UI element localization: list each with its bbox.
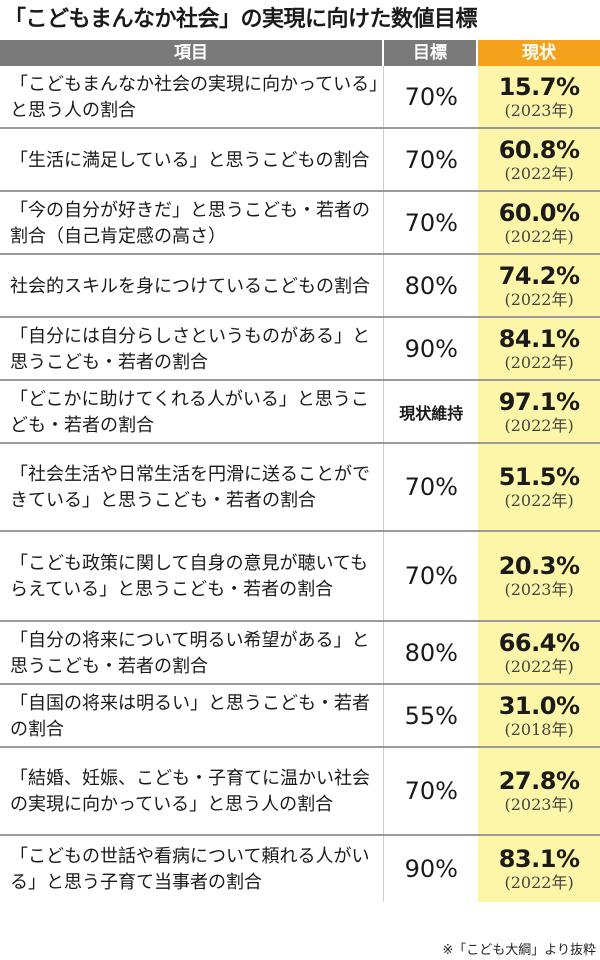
header-goal: 目標 [384,40,478,66]
table-row: 「自分の将来について明るい希望がある」と思うこども・若者の割合 80% 66.4… [0,622,600,685]
header-current: 現状 [478,40,600,66]
row-item: 「社会生活や日常生活を円滑に送ることができている」と思うこども・若者の割合 [10,464,370,511]
current-year: (2018年) [504,719,574,739]
current-percent: 27.8% [498,767,580,795]
row-goal: 80% [383,255,478,316]
current-year: (2022年) [504,163,574,183]
row-goal: 80% [383,622,478,683]
row-item: 「自分には自分らしさというものがある」と思うこども・若者の割合 [10,325,370,373]
table-row: 「こどもの世話や看病について頼れる人がいる」と思う子育て当事者の割合 90% 8… [0,836,600,902]
row-current: 84.1% (2022年) [478,318,600,379]
row-item: 「こどもの世話や看病について頼れる人がいる」と思う子育て当事者の割合 [10,846,370,893]
table-row: 「どこかに助けてくれる人がいる」と思うこども・若者の割合 現状維持 97.1% … [0,381,600,444]
row-item: 「自国の将来は明るい」と思うこども・若者の割合 [10,692,370,740]
current-year: (2023年) [504,580,574,599]
row-item: 「どこかに助けてくれる人がいる」と思うこども・若者の割合 [10,388,369,436]
row-goal: 現状維持 [383,381,478,442]
row-goal: 55% [383,685,478,746]
table-row: 「自分には自分らしさというものがある」と思うこども・若者の割合 90% 84.1… [0,318,600,381]
page-title: 「こどもまんなか社会」の実現に向けた数値目標 [4,7,478,32]
current-percent: 97.1% [498,387,580,416]
current-year: (2022年) [504,289,574,309]
current-year: (2022年) [504,656,574,676]
header-item: 項目 [0,40,384,66]
row-goal: 70% [383,444,478,530]
table-row: 「今の自分が好きだ」と思うこども・若者の割合（自己肯定感の高さ） 70% 60.… [0,192,600,255]
current-year: (2022年) [504,491,574,510]
current-percent: 60.0% [498,198,580,227]
table-row: 社会的スキルを身につけているこどもの割合 80% 74.2% (2022年) [0,255,600,318]
current-percent: 84.1% [498,324,580,353]
source-note: ※「こども大綱」より抜粋 [442,943,596,958]
current-percent: 15.7% [498,72,580,101]
current-percent: 51.5% [498,463,580,491]
row-item: 「こども政策に関して自身の意見が聴いてもらえている」と思うこども・若者の割合 [10,553,369,600]
current-year: (2023年) [504,100,574,120]
table-header: 項目 目標 現状 [0,40,600,66]
row-goal: 70% [383,748,478,834]
current-percent: 74.2% [498,261,580,290]
row-current: 60.8% (2022年) [478,129,600,190]
row-goal: 70% [383,66,478,127]
row-current: 20.3% (2023年) [478,532,600,620]
table-row: 「社会生活や日常生活を円滑に送ることができている」と思うこども・若者の割合 70… [0,444,600,532]
row-current: 74.2% (2022年) [478,255,600,316]
row-goal: 90% [383,318,478,379]
current-year: (2022年) [504,873,574,892]
row-current: 15.7% (2023年) [478,66,600,127]
current-year: (2022年) [504,415,574,435]
current-year: (2022年) [504,352,574,372]
current-percent: 83.1% [498,845,580,873]
row-current: 66.4% (2022年) [478,622,600,683]
row-goal: 70% [383,192,478,253]
current-percent: 31.0% [498,691,580,720]
current-percent: 20.3% [498,552,580,580]
current-year: (2023年) [504,795,574,814]
row-goal: 70% [383,129,478,190]
row-current: 83.1% (2022年) [478,836,600,902]
row-item: 社会的スキルを身につけているこどもの割合 [10,275,370,297]
row-item: 「生活に満足している」と思うこどもの割合 [10,149,370,171]
table-row: 「こども政策に関して自身の意見が聴いてもらえている」と思うこども・若者の割合 7… [0,532,600,622]
row-goal: 70% [383,532,478,620]
row-item: 「自分の将来について明るい希望がある」と思うこども・若者の割合 [10,629,370,677]
table-row: 「自国の将来は明るい」と思うこども・若者の割合 55% 31.0% (2018年… [0,685,600,748]
row-item: 「今の自分が好きだ」と思うこども・若者の割合（自己肯定感の高さ） [10,199,370,247]
row-current: 27.8% (2023年) [478,748,600,834]
row-current: 31.0% (2018年) [478,685,600,746]
row-item: 「こどもまんなか社会の実現に向かっている」と思う人の割合 [10,73,379,121]
current-percent: 66.4% [498,628,580,657]
row-goal: 90% [383,836,478,902]
current-year: (2022年) [504,226,574,246]
table-row: 「生活に満足している」と思うこどもの割合 70% 60.8% (2022年) [0,129,600,192]
table-row: 「結婚、妊娠、こども・子育てに温かい社会の実現に向かっている」と思う人の割合 7… [0,748,600,836]
row-item: 「結婚、妊娠、こども・子育てに温かい社会の実現に向かっている」と思う人の割合 [10,768,370,815]
row-current: 51.5% (2022年) [478,444,600,530]
row-current: 60.0% (2022年) [478,192,600,253]
row-current: 97.1% (2022年) [478,381,600,442]
current-percent: 60.8% [498,135,580,164]
table-row: 「こどもまんなか社会の実現に向かっている」と思う人の割合 70% 15.7% (… [0,66,600,129]
table-body: 「こどもまんなか社会の実現に向かっている」と思う人の割合 70% 15.7% (… [0,66,600,902]
